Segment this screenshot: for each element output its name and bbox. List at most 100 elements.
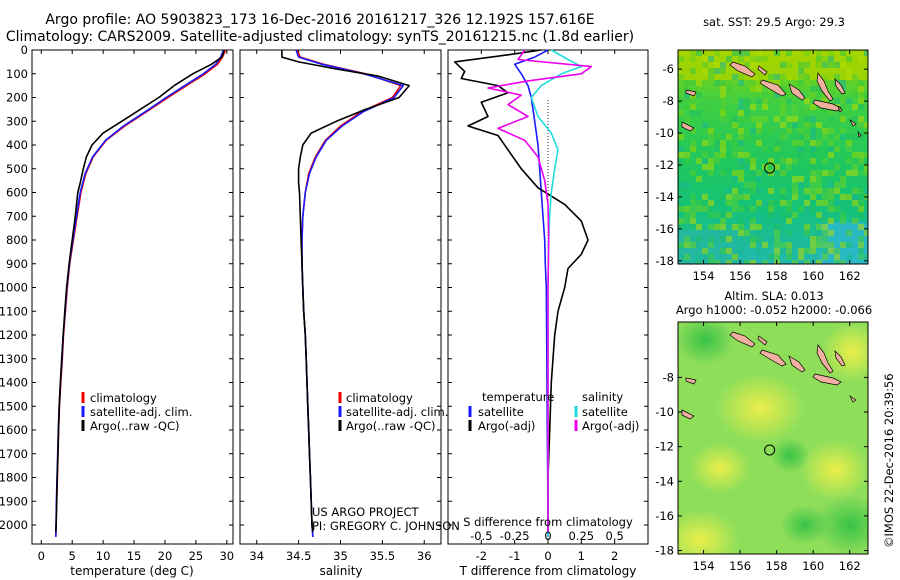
map-x-tick-label: 158 [766, 559, 788, 573]
x-tick-label: 2 [611, 549, 618, 563]
map-x-tick-label: 154 [693, 559, 715, 573]
salinity-xlabel: salinity [319, 564, 362, 578]
float-position-marker [764, 444, 776, 456]
s-tick-label: 0.5 [606, 529, 624, 543]
series-line-temperature-satellite [513, 49, 549, 537]
salinity-tick-labels: -0.5 -0.25 0 0.25 0.5 [470, 529, 624, 543]
legend-title-temperature: temperature [482, 390, 554, 404]
sst-map-title: sat. SST: 29.5 Argo: 29.3 [703, 15, 845, 29]
map-y-tick-label: -12 [655, 440, 674, 454]
page-title-line1: Argo profile: AO 5903823_173 16-Dec-2016… [45, 12, 595, 28]
series-line-satellite-adj-clim- [295, 49, 405, 537]
map-x-tick-label: 154 [693, 269, 715, 283]
x-tick-label: 10 [96, 549, 111, 563]
map-x-tick-label: 160 [802, 559, 824, 573]
sla-map-field [678, 322, 868, 554]
x-tick-label: 15 [127, 549, 142, 563]
series-line-climatology [296, 49, 402, 537]
sst-map-field [678, 50, 868, 264]
difference-ticks: -2 -1 0 1 2 [448, 49, 648, 563]
land-masses [681, 61, 862, 138]
difference-panel: -2 -1 0 1 2 temperature salinity satellite A… [447, 49, 649, 578]
map-y-tick-label: -18 [655, 544, 674, 558]
legend-label-climatology: climatology [90, 391, 157, 405]
difference-series [453, 49, 593, 537]
y-tick-label: 800 [6, 233, 28, 247]
x-tick-label: 30 [219, 549, 234, 563]
x-tick-label: 25 [189, 549, 204, 563]
y-tick-label: 1900 [0, 494, 28, 508]
y-tick-label: 900 [6, 257, 28, 271]
y-tick-label: 1600 [0, 423, 28, 437]
map-y-tick-label: -6 [663, 62, 674, 76]
y-tick-label: 500 [6, 162, 28, 176]
series-line-salinity-satellite [530, 49, 583, 537]
imos-timestamp: ©IMOS 22-Dec-2016 20:39:56 [882, 373, 896, 548]
series-line-argo-raw-qc- [281, 50, 411, 533]
map-y-tick-label: -10 [655, 126, 674, 140]
map-x-tick-label: 158 [766, 269, 788, 283]
legend-label-sal-argo: Argo(-adj) [582, 419, 639, 433]
y-tick-label: 1800 [0, 471, 28, 485]
legend-label-sal-satellite: satellite [582, 405, 628, 419]
x-tick-label: -1 [509, 549, 520, 563]
legend-label-satellite: satellite-adj. clim. [346, 405, 448, 419]
float-position-marker [764, 162, 776, 174]
map-y-tick-label: -8 [663, 94, 674, 108]
series-line-salinity-argo-adj- [487, 49, 593, 533]
x-tick-label: 36 [417, 549, 432, 563]
sla-map: Altim. SLA: 0.013 Argo h1000: -0.052 h20… [655, 289, 872, 573]
y-tick-label: 700 [6, 209, 28, 223]
temperature-series [55, 49, 227, 537]
map-y-tick-label: -16 [655, 222, 674, 236]
map-x-tick-label: 156 [729, 559, 751, 573]
x-tick-label: 1 [578, 549, 585, 563]
series-line-climatology [55, 49, 227, 537]
sla-map-title-line2: Argo h1000: -0.052 h2000: -0.066 [676, 303, 872, 317]
legend-label-satellite: satellite-adj. clim. [90, 405, 192, 419]
sla-map-frame [677, 321, 869, 555]
x-tick-label: -2 [476, 549, 487, 563]
legend-title-salinity: salinity [582, 390, 623, 404]
sst-map-frame [677, 49, 869, 265]
y-tick-label: 1200 [0, 328, 28, 342]
series-line-argo-raw-qc- [55, 49, 226, 533]
x-tick-label: 35.5 [370, 549, 396, 563]
sla-map-title-line1: Altim. SLA: 0.013 [724, 289, 823, 303]
map-x-tick-label: 162 [839, 559, 861, 573]
s-tick-label: -0.25 [500, 529, 530, 543]
temperature-panel: 0 5 10 15 20 25 300100200300400500600700800900… [0, 43, 234, 578]
y-tick-label: 1400 [0, 376, 28, 390]
y-tick-label: 200 [6, 91, 28, 105]
x-tick-label: 5 [69, 549, 76, 563]
s-tick-label: -0.5 [470, 529, 492, 543]
difference-legend: temperature salinity satellite Argo(-adj… [468, 390, 639, 433]
x-tick-label: 0 [544, 549, 551, 563]
legend-label-temp-argo: Argo(-adj) [478, 419, 535, 433]
y-tick-label: 400 [6, 138, 28, 152]
y-tick-label: 100 [6, 67, 28, 81]
map-y-tick-label: -10 [655, 405, 674, 419]
map-y-tick-label: -8 [663, 370, 674, 384]
s-tick-label: 0 [544, 529, 551, 543]
temperature-xlabel: temperature (deg C) [70, 564, 193, 578]
salinity-series [281, 49, 411, 537]
page-title-line2: Climatology: CARS2009. Satellite-adjuste… [5, 29, 635, 45]
difference-xlabel: T difference from climatology [459, 564, 637, 578]
map-y-tick-label: -18 [655, 254, 674, 268]
map-y-tick-label: -16 [655, 509, 674, 523]
y-tick-label: 1000 [0, 281, 28, 295]
y-tick-label: 1700 [0, 447, 28, 461]
y-tick-label: 600 [6, 186, 28, 200]
temperature-ticks: 0 5 10 15 20 25 300100200300400500600700800900… [0, 43, 234, 563]
salinity-plot-frame [239, 49, 442, 545]
credit-project: US ARGO PROJECT [312, 505, 420, 519]
legend-label-temp-satellite: satellite [478, 405, 524, 419]
legend-label-climatology: climatology [346, 391, 413, 405]
salinity-legend: climatology satellite-adj. clim. Argo(..… [338, 391, 448, 433]
sst-map: sat. SST: 29.5 Argo: 29.3 [655, 15, 869, 283]
legend-label-argo: Argo(..raw -QC) [346, 419, 436, 433]
map-x-tick-label: 156 [729, 269, 751, 283]
y-tick-label: 0 [21, 43, 28, 57]
